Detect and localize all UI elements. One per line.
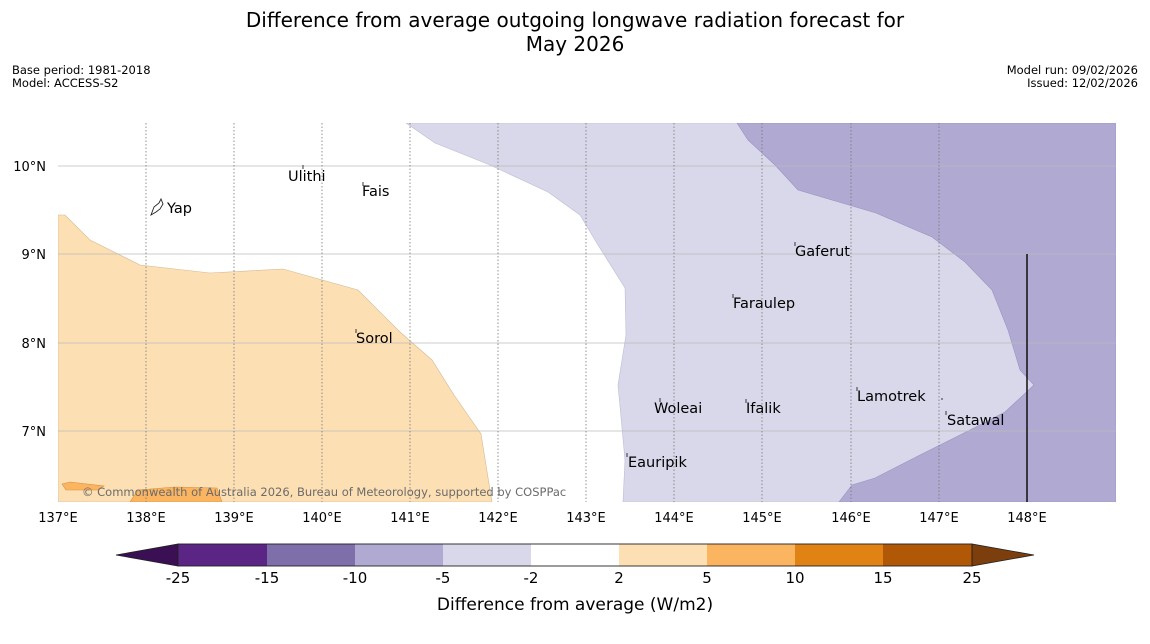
lon-tick-138e: 138°E: [126, 511, 166, 526]
region-2-5: [58, 214, 493, 502]
copyright-notice: © Commonwealth of Australia 2026, Bureau…: [82, 485, 566, 499]
place-label-sorol: Sorol: [356, 331, 393, 347]
lon-tick-147e: 147°E: [919, 511, 959, 526]
region-5-10-patch-b: [129, 486, 223, 502]
place-label-gaferut: Gaferut: [795, 244, 850, 260]
model-name: Model: ACCESS-S2: [12, 76, 119, 90]
cb-tick-5: 5: [702, 569, 712, 587]
cb-tick-25: 25: [962, 569, 981, 587]
lon-tick-144e: 144°E: [654, 511, 694, 526]
base-period: Base period: 1981-2018: [12, 63, 151, 77]
place-label-faraulep: Faraulep: [733, 296, 795, 312]
colorbar-bin-2-5: [619, 544, 707, 566]
map-title-line-1: Difference from average outgoing longwav…: [245, 8, 905, 32]
lon-tick-139e: 139°E: [214, 511, 254, 526]
model-run: Model run: 09/02/2026: [1006, 63, 1138, 77]
lon-tick-143e: 143°E: [566, 511, 606, 526]
colorbar: [115, 543, 1035, 567]
region-5-10-patch-a: [61, 481, 105, 491]
colorbar-tick-labels: -25 -15 -10 -5 -2 2 5 10 15 25: [166, 569, 982, 587]
lat-tick-7n: 7°N: [22, 425, 47, 440]
lon-tick-145e: 145°E: [742, 511, 782, 526]
colorbar-bin-minus5-minus2: [443, 544, 531, 566]
cb-tick-2: 2: [614, 569, 624, 587]
colorbar-extend-high: [971, 543, 1035, 567]
colorbar-bin-minus25-minus15: [178, 544, 267, 566]
lon-tick-148e: 148°E: [1007, 511, 1047, 526]
lat-tick-8n: 8°N: [22, 337, 47, 352]
longitude-tick-labels: 137°E 138°E 139°E 140°E 141°E 142°E 143°…: [38, 511, 1047, 526]
place-label-ulithi: Ulithi: [288, 169, 326, 185]
place-label-lamotrek: Lamotrek: [857, 389, 926, 405]
colorbar-bin-15-25: [883, 544, 972, 566]
yap-island-shape: [150, 197, 164, 217]
map-panel: Yap Ulithi Fais Sorol Gaferut Faraulep W…: [58, 123, 1116, 502]
place-label-satawal: Satawal: [947, 413, 1004, 429]
lat-tick-10n: 10°N: [13, 160, 46, 175]
lon-tick-141e: 141°E: [390, 511, 430, 526]
place-label-eauripik: Eauripik: [628, 455, 687, 471]
cb-tick-minus25: -25: [166, 569, 191, 587]
issued-date: Issued: 12/02/2026: [1027, 76, 1138, 90]
lat-tick-9n: 9°N: [22, 248, 47, 263]
map-title-line-2: May 2026: [525, 32, 625, 56]
place-label-fais: Fais: [362, 184, 389, 200]
lon-tick-142e: 142°E: [478, 511, 518, 526]
longitude-gridlines: [145, 123, 940, 502]
colorbar-bin-minus2-2: [531, 544, 619, 566]
colorbar-bin-minus10-minus5: [355, 544, 443, 566]
colorbar-extend-low: [115, 543, 179, 567]
island-markers: [150, 165, 947, 457]
lon-tick-146e: 146°E: [831, 511, 871, 526]
cb-tick-minus2: -2: [524, 569, 539, 587]
lon-tick-137e: 137°E: [38, 511, 78, 526]
cb-tick-15: 15: [873, 569, 892, 587]
colorbar-outline: [177, 543, 973, 567]
colorbar-bin-5-10: [707, 544, 795, 566]
colorbar-bin-minus15-minus10: [267, 544, 355, 566]
lon-tick-140e: 140°E: [302, 511, 342, 526]
map-title: Difference from average outgoing longwav…: [0, 8, 1150, 56]
cb-tick-10: 10: [785, 569, 804, 587]
place-label-ifalik: Ifalik: [746, 401, 781, 417]
meta-right: Model run: 09/02/2026 Issued: 12/02/2026: [1007, 64, 1138, 90]
colorbar-label: Difference from average (W/m2): [437, 595, 713, 615]
colorbar-bin-10-15: [795, 544, 883, 566]
cb-tick-minus15: -15: [255, 569, 280, 587]
place-label-woleai: Woleai: [654, 401, 702, 417]
cb-tick-minus10: -10: [343, 569, 368, 587]
latitude-tick-labels: 10°N 9°N 8°N 7°N: [13, 160, 46, 440]
meta-left: Base period: 1981-2018 Model: ACCESS-S2: [12, 64, 151, 90]
place-label-yap: Yap: [166, 201, 192, 217]
cb-tick-minus5: -5: [436, 569, 451, 587]
